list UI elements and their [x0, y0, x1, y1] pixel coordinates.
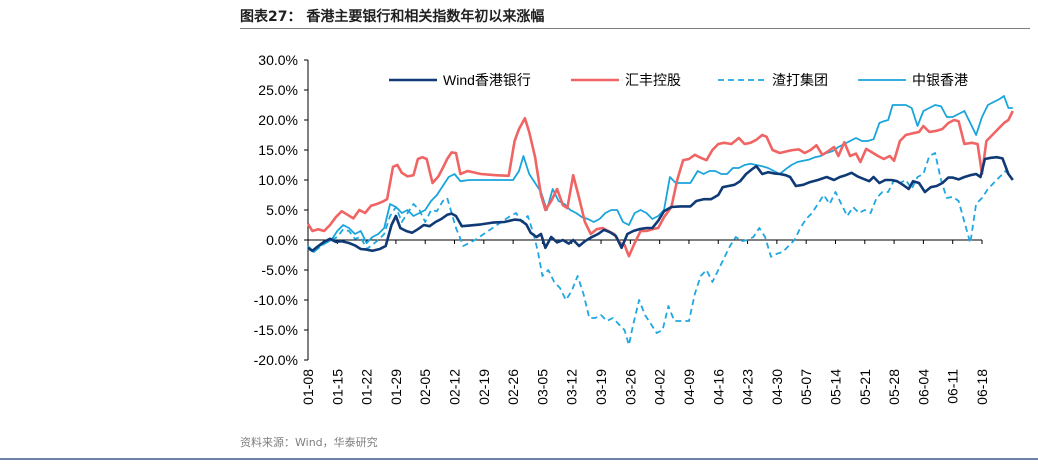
y-tick-label: 15.0%: [258, 142, 298, 158]
y-tick-label: 5.0%: [266, 202, 298, 218]
x-tick-label: 02-05: [417, 369, 433, 405]
legend: Wind香港银行 汇丰控股 渣打集团 中银香港: [389, 72, 968, 88]
x-tick-label: 01-22: [359, 369, 375, 405]
legend-label-1: 汇丰控股: [625, 72, 681, 88]
y-tick-label: 20.0%: [258, 112, 298, 128]
y-tick-label: -5.0%: [261, 262, 298, 278]
series-line-1: [306, 110, 1014, 258]
legend-label-3: 中银香港: [912, 72, 968, 88]
x-axis: 01-08 01-15 01-22 01-29 02-05 02-12 02-19 02-26…: [300, 239, 990, 405]
x-tick-label: 03-12: [564, 369, 580, 405]
y-tick-label: -20.0%: [254, 352, 298, 368]
x-tick-label: 06-04: [915, 369, 931, 405]
y-axis: -20.0% -15.0% -10.0% -5.0% 0.0% 5.0% 10.0% 15.0…: [254, 52, 309, 368]
x-tick-label: 05-28: [886, 369, 902, 405]
x-tick-label: 03-05: [534, 369, 550, 405]
x-tick-label: 02-12: [447, 369, 463, 405]
x-tick-label: 04-23: [740, 369, 756, 405]
x-tick-label: 04-09: [681, 369, 697, 405]
y-tick-label: 30.0%: [258, 52, 298, 68]
x-tick-label: 06-18: [974, 369, 990, 405]
bottom-divider: [0, 458, 1038, 460]
y-tick-label: -10.0%: [254, 292, 298, 308]
x-tick-label: 05-21: [857, 369, 873, 405]
y-tick-label: 10.0%: [258, 172, 298, 188]
x-tick-label: 01-15: [329, 369, 345, 405]
series-line-0: [307, 155, 1014, 253]
y-tick-label: 25.0%: [258, 82, 298, 98]
source-note: 资料来源：Wind，华泰研究: [240, 436, 378, 449]
x-tick-label: 03-26: [622, 369, 638, 405]
series-line-3: [307, 95, 1013, 253]
legend-label-2: 渣打集团: [772, 72, 828, 88]
x-tick-label: 04-02: [652, 369, 668, 405]
x-tick-label: 01-08: [300, 369, 316, 405]
x-tick-label: 01-29: [388, 369, 404, 405]
title-divider: [240, 28, 1030, 29]
y-tick-label: -15.0%: [254, 322, 298, 338]
series-line-2: [307, 152, 1012, 346]
figure-title: 图表27： 香港主要银行和相关指数年初以来涨幅: [240, 9, 545, 25]
legend-label-0: Wind香港银行: [443, 72, 531, 88]
x-tick-label: 05-07: [798, 369, 814, 405]
x-tick-label: 06-11: [945, 369, 961, 404]
x-tick-label: 04-16: [710, 369, 726, 405]
x-tick-label: 03-19: [593, 369, 609, 405]
line-chart: -20.0% -15.0% -10.0% -5.0% 0.0% 5.0% 10.0% 15.0…: [254, 52, 1014, 405]
y-tick-label: 0.0%: [266, 232, 298, 248]
x-tick-label: 02-19: [476, 369, 492, 405]
x-tick-label: 02-26: [505, 369, 521, 405]
x-tick-label: 05-14: [827, 369, 843, 405]
x-tick-label: 04-30: [769, 369, 785, 405]
series-layer: [306, 95, 1014, 346]
